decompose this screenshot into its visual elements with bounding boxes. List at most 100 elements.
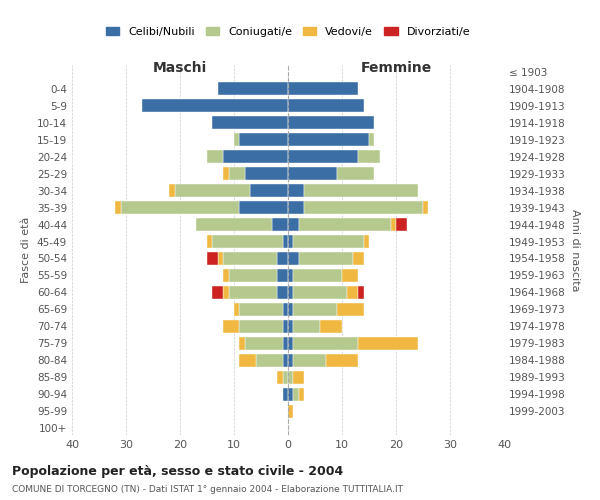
- Bar: [288, 167, 337, 180]
- Bar: [288, 82, 358, 96]
- Bar: [223, 286, 229, 300]
- Bar: [288, 133, 369, 146]
- Bar: [293, 320, 320, 333]
- Bar: [207, 234, 212, 248]
- Bar: [256, 354, 283, 367]
- Text: COMUNE DI TORCEGNO (TN) - Dati ISTAT 1° gennaio 2004 - Elaborazione TUTTITALIA.I: COMUNE DI TORCEGNO (TN) - Dati ISTAT 1° …: [12, 485, 403, 494]
- Bar: [245, 336, 283, 350]
- Bar: [239, 302, 283, 316]
- Bar: [283, 320, 288, 333]
- Bar: [293, 388, 299, 401]
- Bar: [396, 218, 407, 232]
- Bar: [288, 320, 293, 333]
- Bar: [423, 200, 428, 214]
- Bar: [283, 302, 288, 316]
- Bar: [277, 268, 288, 282]
- Bar: [342, 268, 358, 282]
- Bar: [293, 286, 347, 300]
- Bar: [283, 370, 288, 384]
- Bar: [239, 320, 283, 333]
- Bar: [272, 218, 288, 232]
- Bar: [391, 218, 396, 232]
- Bar: [288, 286, 293, 300]
- Bar: [299, 388, 304, 401]
- Bar: [223, 150, 288, 164]
- Bar: [142, 99, 288, 112]
- Bar: [288, 354, 293, 367]
- Y-axis label: Fasce di età: Fasce di età: [22, 217, 31, 283]
- Bar: [229, 286, 277, 300]
- Legend: Celibi/Nubili, Coniugati/e, Vedovi/e, Divorziati/e: Celibi/Nubili, Coniugati/e, Vedovi/e, Di…: [101, 22, 475, 42]
- Bar: [288, 388, 293, 401]
- Text: Femmine: Femmine: [361, 61, 431, 75]
- Bar: [218, 82, 288, 96]
- Bar: [288, 184, 304, 198]
- Bar: [358, 150, 380, 164]
- Text: Maschi: Maschi: [153, 61, 207, 75]
- Bar: [277, 286, 288, 300]
- Bar: [288, 404, 293, 418]
- Bar: [239, 133, 288, 146]
- Bar: [288, 302, 293, 316]
- Bar: [288, 218, 299, 232]
- Bar: [234, 302, 239, 316]
- Bar: [326, 354, 358, 367]
- Bar: [369, 133, 374, 146]
- Bar: [212, 116, 288, 130]
- Bar: [283, 388, 288, 401]
- Bar: [223, 167, 229, 180]
- Bar: [250, 184, 288, 198]
- Bar: [347, 286, 358, 300]
- Bar: [304, 200, 423, 214]
- Bar: [320, 320, 342, 333]
- Bar: [288, 200, 304, 214]
- Bar: [277, 252, 288, 266]
- Bar: [358, 286, 364, 300]
- Bar: [234, 133, 239, 146]
- Bar: [288, 252, 299, 266]
- Bar: [196, 218, 272, 232]
- Bar: [212, 234, 283, 248]
- Bar: [115, 200, 121, 214]
- Bar: [293, 234, 364, 248]
- Bar: [229, 268, 277, 282]
- Bar: [288, 336, 293, 350]
- Bar: [169, 184, 175, 198]
- Bar: [304, 184, 418, 198]
- Bar: [293, 302, 337, 316]
- Bar: [121, 200, 239, 214]
- Bar: [288, 268, 293, 282]
- Bar: [283, 234, 288, 248]
- Bar: [239, 200, 288, 214]
- Bar: [288, 234, 293, 248]
- Bar: [207, 150, 223, 164]
- Bar: [223, 252, 277, 266]
- Bar: [337, 302, 364, 316]
- Bar: [245, 167, 288, 180]
- Bar: [239, 336, 245, 350]
- Bar: [288, 116, 374, 130]
- Bar: [223, 320, 239, 333]
- Bar: [288, 99, 364, 112]
- Bar: [229, 167, 245, 180]
- Bar: [223, 268, 229, 282]
- Bar: [353, 252, 364, 266]
- Bar: [299, 252, 353, 266]
- Bar: [293, 370, 304, 384]
- Bar: [358, 336, 418, 350]
- Bar: [299, 218, 391, 232]
- Bar: [207, 252, 218, 266]
- Bar: [175, 184, 250, 198]
- Bar: [239, 354, 256, 367]
- Bar: [218, 252, 223, 266]
- Bar: [288, 370, 293, 384]
- Bar: [277, 370, 283, 384]
- Bar: [288, 150, 358, 164]
- Bar: [212, 286, 223, 300]
- Bar: [293, 336, 358, 350]
- Bar: [293, 268, 342, 282]
- Bar: [293, 354, 326, 367]
- Bar: [283, 336, 288, 350]
- Bar: [337, 167, 374, 180]
- Y-axis label: Anni di nascita: Anni di nascita: [569, 209, 580, 291]
